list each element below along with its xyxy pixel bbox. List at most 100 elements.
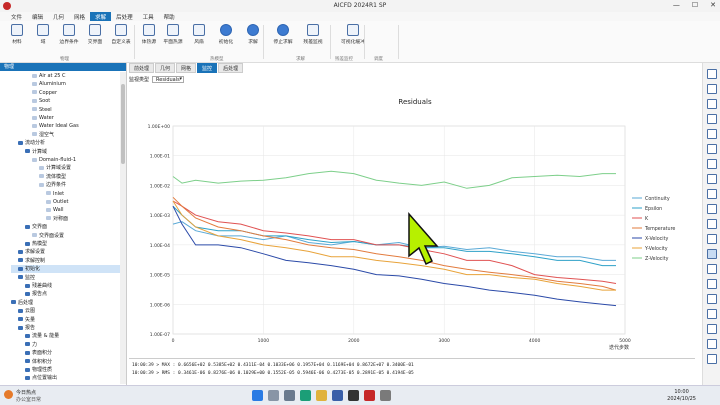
tree-node[interactable]: Soot <box>25 97 120 105</box>
view-tool-icon[interactable] <box>707 114 717 124</box>
edge-icon[interactable] <box>300 390 311 401</box>
view-tool-icon[interactable] <box>707 84 717 94</box>
menu-item[interactable]: 几何 <box>53 15 65 21</box>
tree-node[interactable]: 体积积分 <box>18 358 120 366</box>
view-tool-icon[interactable] <box>707 129 717 139</box>
view-tool-icon[interactable] <box>707 189 717 199</box>
tree-node[interactable]: 交界面设置 <box>25 232 120 240</box>
ribbon-button[interactable]: 初始化 <box>213 24 239 45</box>
view-tool-icon[interactable] <box>707 174 717 184</box>
ribbon-button[interactable]: 体热源 <box>136 24 162 45</box>
tree-node[interactable]: 求解设置 <box>11 248 120 256</box>
minimize-icon[interactable]: — <box>672 1 680 9</box>
store-icon[interactable] <box>332 390 343 401</box>
close-icon[interactable]: ✕ <box>710 1 716 9</box>
view-tool-icon[interactable] <box>707 144 717 154</box>
tree-node[interactable]: 矢量 <box>11 316 120 324</box>
view-tool-icon[interactable] <box>707 294 717 304</box>
tree-node[interactable]: 点位置输出 <box>18 374 120 382</box>
weather-icon[interactable] <box>4 390 13 399</box>
app-icon[interactable] <box>364 390 375 401</box>
task-view-icon[interactable] <box>284 390 295 401</box>
monitor-type-select[interactable]: Residuals <box>152 75 185 83</box>
start-icon[interactable] <box>252 390 263 401</box>
tree-node[interactable]: Domain-fluid-1 <box>25 156 120 164</box>
tree-node[interactable]: 监控 <box>11 274 120 282</box>
menu-item[interactable]: 编辑 <box>32 15 44 21</box>
tree-node[interactable]: 边界条件 <box>32 181 120 189</box>
tree-node[interactable]: Steel <box>25 106 120 114</box>
tree-node[interactable]: 报告点 <box>18 290 120 298</box>
ribbon-button[interactable]: 自定义表 <box>108 24 134 45</box>
menu-item[interactable]: 工具 <box>142 15 154 21</box>
tree-node[interactable]: Water <box>25 114 120 122</box>
tree-node[interactable]: 计算域设置 <box>32 164 120 172</box>
view-tool-icon[interactable] <box>707 234 717 244</box>
tree-node[interactable]: 计算域 <box>18 148 120 156</box>
ribbon-button[interactable]: 可视化缓冲 <box>340 24 366 45</box>
weather-widget[interactable]: 今日热点 办公室日常 <box>16 389 41 403</box>
ribbon-button[interactable]: 材料 <box>4 24 30 45</box>
tree-scrollbar[interactable] <box>120 72 126 384</box>
tree-node[interactable]: 流体模型 <box>32 173 120 181</box>
ribbon-button[interactable]: 停止求解 <box>270 24 296 45</box>
tree-node[interactable]: Outlet <box>39 198 120 206</box>
tree-node[interactable]: 流动分析 <box>11 139 120 147</box>
ribbon-button[interactable]: 边界条件 <box>56 24 82 45</box>
terminal-icon[interactable] <box>348 390 359 401</box>
tree-node[interactable]: 对称面 <box>39 215 120 223</box>
view-tool-icon[interactable] <box>707 69 717 79</box>
view-tool-icon[interactable] <box>707 324 717 334</box>
menu-item[interactable]: 后处理 <box>116 15 133 21</box>
view-tool-icon[interactable] <box>707 264 717 274</box>
view-tool-icon[interactable] <box>707 219 717 229</box>
tree-node[interactable]: 求解控制 <box>11 257 120 265</box>
menu-item[interactable]: 求解 <box>90 12 112 21</box>
tab[interactable]: 后处理 <box>218 63 244 73</box>
file-explorer-icon[interactable] <box>316 390 327 401</box>
tree-node[interactable]: 表面积分 <box>18 349 120 357</box>
view-tool-icon[interactable] <box>707 159 717 169</box>
tree-node[interactable]: Wall <box>39 206 120 214</box>
tree-node[interactable]: Water Ideal Gas <box>25 122 120 130</box>
search-icon[interactable] <box>268 390 279 401</box>
tree-node[interactable]: Inlet <box>39 190 120 198</box>
tree-node[interactable]: 流量 & 能量 <box>18 332 120 340</box>
tab[interactable]: 监控 <box>197 63 218 73</box>
ribbon-button[interactable]: 风扇 <box>186 24 212 45</box>
ribbon-button[interactable]: 平面热源 <box>160 24 186 45</box>
tree-node[interactable]: 报告 <box>11 324 120 332</box>
ribbon-button[interactable]: 交界面 <box>82 24 108 45</box>
tree-node[interactable]: 热模型 <box>18 240 120 248</box>
view-tool-icon[interactable] <box>707 354 717 364</box>
menu-item[interactable]: 帮助 <box>163 15 175 21</box>
tree-node[interactable]: 后处理 <box>4 299 120 307</box>
tree-node[interactable]: 初始化 <box>11 265 120 274</box>
scrollbar-thumb[interactable] <box>121 84 125 164</box>
tree-node[interactable]: 云图 <box>11 307 120 315</box>
view-tool-icon[interactable] <box>707 99 717 109</box>
tree-node[interactable]: 交界面 <box>18 223 120 231</box>
tab[interactable]: 几何 <box>155 63 176 73</box>
view-tool-icon[interactable] <box>707 204 717 214</box>
tree-node[interactable]: 力 <box>18 341 120 349</box>
ribbon-button[interactable]: 域 <box>30 24 56 45</box>
view-tool-icon[interactable] <box>707 249 717 259</box>
menu-item[interactable]: 网格 <box>74 15 86 21</box>
tree-node[interactable]: Aluminium <box>25 80 120 88</box>
view-tool-icon[interactable] <box>707 339 717 349</box>
tree-node[interactable]: Copper <box>25 89 120 97</box>
view-tool-icon[interactable] <box>707 309 717 319</box>
settings-icon[interactable] <box>380 390 391 401</box>
ribbon-button[interactable]: 求解 <box>240 24 266 45</box>
tree-node[interactable]: 残差曲线 <box>18 282 120 290</box>
tab[interactable]: 前处理 <box>129 63 155 73</box>
tree-node[interactable]: 湿空气 <box>25 131 120 139</box>
maximize-icon[interactable]: ☐ <box>691 1 699 9</box>
system-clock[interactable]: 10:00 2024/10/25 <box>667 389 696 403</box>
tree-node[interactable]: 物理性质 <box>18 366 120 374</box>
tab[interactable]: 网格 <box>176 63 197 73</box>
menu-item[interactable]: 文件 <box>11 15 23 21</box>
view-tool-icon[interactable] <box>707 279 717 289</box>
ribbon-button[interactable]: 残差监视 <box>300 24 326 45</box>
